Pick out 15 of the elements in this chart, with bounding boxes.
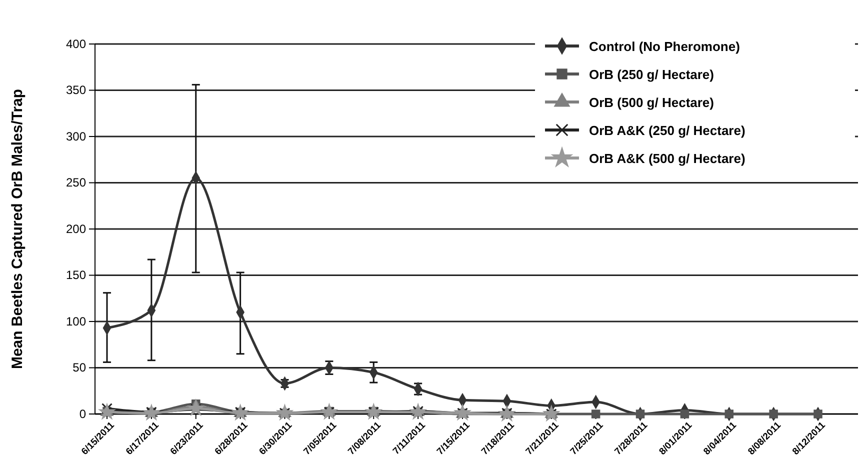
legend-label: Control (No Pheromone): [589, 39, 740, 54]
y-tick-label: 250: [66, 176, 86, 190]
y-tick-label: 350: [66, 83, 86, 98]
y-tick-label: 300: [66, 129, 86, 144]
legend-label: OrB A&K (500 g/ Hectare): [589, 151, 746, 166]
y-tick-label: 50: [72, 360, 86, 375]
legend-label: OrB (500 g/ Hectare): [589, 95, 714, 110]
y-tick-label: 0: [79, 406, 86, 421]
y-tick-label: 200: [66, 222, 86, 236]
legend-label: OrB (250 g/ Hectare): [589, 67, 714, 82]
y-tick-label: 150: [66, 268, 86, 282]
y-tick-label: 400: [66, 36, 86, 51]
y-axis-title: Mean Beetles Captured OrB Males/Trap: [9, 88, 26, 370]
y-tick-label: 100: [66, 314, 86, 328]
legend-label: OrB A&K (250 g/ Hectare): [589, 123, 746, 138]
